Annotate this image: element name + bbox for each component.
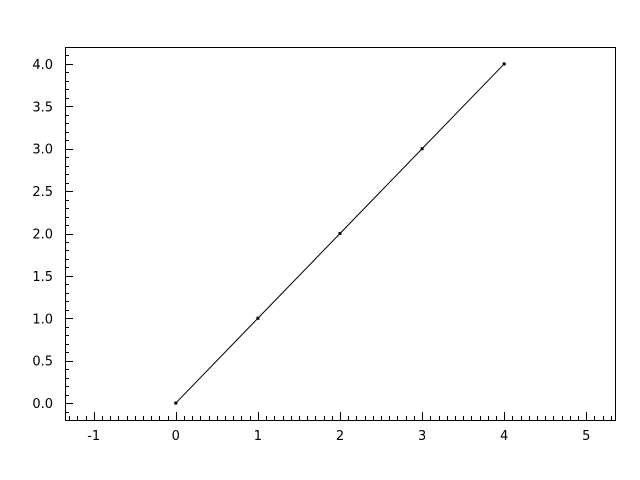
series-markers xyxy=(174,62,506,405)
x-axis-tick-labels: -1 0 1 2 3 4 5 xyxy=(87,429,590,444)
y-tick-label: 2.5 xyxy=(32,185,53,200)
x-tick-label: 2 xyxy=(336,429,344,444)
x-tick-label: 4 xyxy=(500,429,508,444)
y-tick-label: 1.5 xyxy=(32,270,53,285)
y-tick-label: 4.0 xyxy=(32,58,53,73)
y-tick-label: 3.0 xyxy=(32,143,53,158)
x-tick-label: -1 xyxy=(87,429,100,444)
y-axis-tick-labels: 0.0 0.5 1.0 1.5 2.0 2.5 3.0 3.5 4.0 xyxy=(32,58,53,412)
data-point-marker xyxy=(502,62,506,66)
axes-frame xyxy=(64,46,617,422)
y-tick-label: 0.0 xyxy=(32,397,53,412)
data-point-marker xyxy=(420,147,424,151)
x-axis-major-ticks xyxy=(93,412,588,420)
y-tick-label: 2.0 xyxy=(32,228,53,243)
x-tick-label: 1 xyxy=(254,429,262,444)
x-tick-label: 5 xyxy=(582,429,590,444)
y-tick-label: 3.5 xyxy=(32,100,53,115)
series-group xyxy=(174,62,506,405)
x-tick-label: 3 xyxy=(418,429,426,444)
data-point-marker xyxy=(174,401,178,405)
y-axis-major-ticks xyxy=(65,63,73,405)
y-axis-minor-ticks xyxy=(65,46,69,422)
data-point-marker xyxy=(256,316,260,320)
x-tick-label: 0 xyxy=(172,429,180,444)
x-axis-minor-ticks xyxy=(68,416,613,420)
data-point-marker xyxy=(338,232,342,235)
y-tick-label: 0.5 xyxy=(32,355,53,370)
frame-path xyxy=(64,46,617,422)
y-tick-label: 1.0 xyxy=(32,312,53,327)
